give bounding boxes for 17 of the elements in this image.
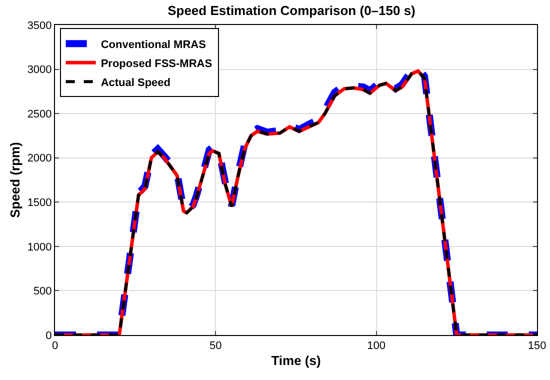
legend-label: Actual Speed (100, 76, 171, 89)
y-tick-label: 3500 (27, 20, 52, 32)
x-axis-title: Time (s) (271, 352, 321, 368)
chart-title: Speed Estimation Comparison (0–150 s) (168, 2, 416, 18)
y-axis-title: Speed (rpm) (7, 142, 22, 218)
y-tick-label: 1000 (27, 241, 52, 254)
y-tick-label: 2000 (27, 152, 52, 165)
legend-label: Conventional MRAS (100, 38, 206, 51)
y-tick-label: 500 (33, 286, 52, 298)
x-tick-label: 150 (528, 340, 546, 352)
y-tick-label: 3000 (27, 64, 52, 76)
y-tick-label: 1500 (27, 196, 52, 209)
x-tick-label: 100 (367, 340, 386, 352)
y-tick-label: 0 (46, 330, 52, 342)
legend-label: Proposed FSS-MRAS (100, 58, 212, 70)
x-tick-label: 50 (210, 340, 222, 352)
y-tick-label: 2500 (27, 108, 52, 120)
